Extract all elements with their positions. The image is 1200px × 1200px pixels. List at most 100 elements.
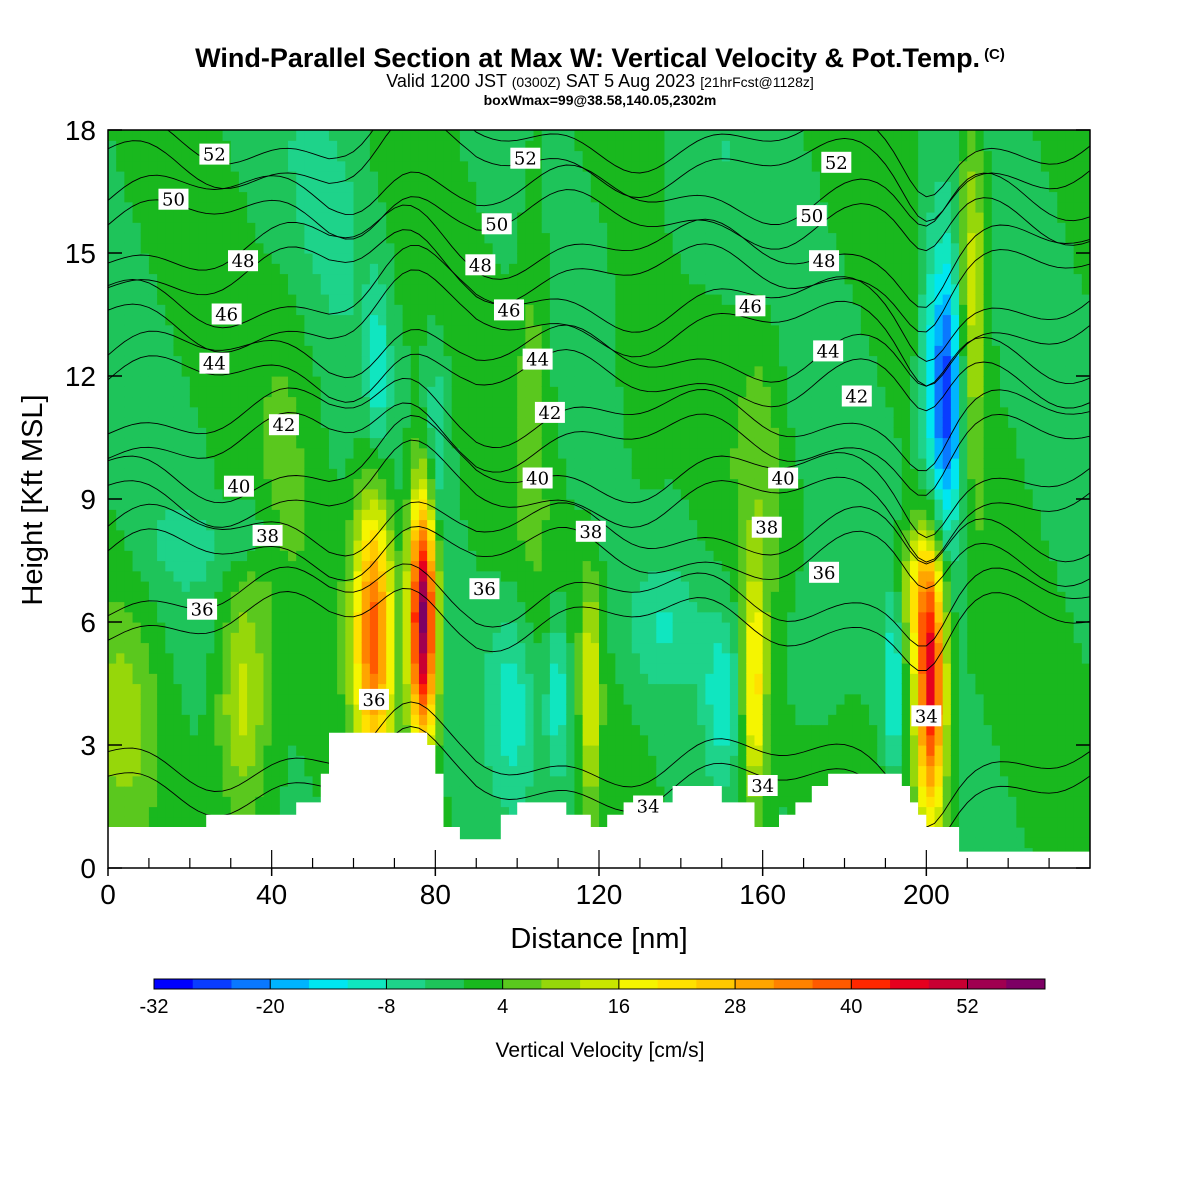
velocity-cell: [492, 601, 502, 613]
velocity-cell: [656, 171, 666, 182]
velocity-cell: [582, 232, 592, 244]
velocity-cell: [132, 427, 142, 439]
velocity-cell: [296, 324, 305, 336]
velocity-cell: [230, 386, 240, 398]
velocity-cell: [656, 488, 666, 500]
velocity-cell: [590, 406, 600, 418]
velocity-cell: [337, 663, 346, 674]
velocity-cell: [165, 386, 175, 398]
velocity-cell: [345, 468, 355, 480]
velocity-cell: [140, 294, 150, 305]
velocity-cell: [296, 376, 305, 387]
velocity-cell: [607, 714, 616, 726]
velocity-cell: [468, 191, 477, 203]
velocity-cell: [631, 130, 641, 141]
velocity-cell: [116, 304, 125, 316]
velocity-cell: [607, 632, 616, 644]
velocity-cell: [484, 201, 494, 213]
velocity-cell: [459, 683, 469, 695]
velocity-cell: [263, 263, 273, 275]
velocity-cell: [328, 140, 338, 152]
velocity-cell: [181, 417, 191, 428]
velocity-cell: [566, 294, 576, 305]
velocity-cell: [639, 171, 649, 182]
velocity-cell: [198, 417, 207, 428]
velocity-cell: [476, 683, 486, 695]
velocity-cell: [108, 704, 117, 715]
velocity-cell: [230, 130, 240, 141]
velocity-cell: [288, 386, 297, 398]
velocity-cell: [140, 550, 150, 562]
velocity-cell: [558, 560, 567, 572]
velocity-cell: [468, 212, 477, 223]
velocity-cell: [631, 283, 641, 295]
velocity-cell: [525, 253, 535, 264]
velocity-cell: [500, 160, 510, 172]
velocity-cell: [664, 437, 674, 449]
velocity-cell: [492, 376, 502, 387]
velocity-cell: [328, 181, 338, 193]
velocity-cell: [451, 786, 461, 797]
velocity-cell: [492, 488, 502, 500]
velocity-cell: [607, 642, 616, 654]
velocity-cell: [623, 232, 633, 244]
velocity-cell: [427, 652, 436, 664]
velocity-cell: [369, 130, 379, 141]
velocity-cell: [566, 806, 576, 818]
velocity-cell: [435, 283, 445, 295]
velocity-cell: [378, 191, 387, 203]
velocity-cell: [558, 775, 567, 787]
velocity-cell: [189, 693, 199, 705]
velocity-cell: [607, 283, 616, 295]
velocity-cell: [181, 581, 191, 592]
velocity-cell: [108, 171, 117, 182]
velocity-cell: [361, 201, 371, 213]
velocity-cell: [353, 365, 363, 377]
velocity-cell: [124, 140, 134, 152]
velocity-cell: [320, 529, 330, 541]
velocity-cell: [345, 222, 355, 234]
velocity-cell: [435, 376, 445, 387]
velocity-cell: [607, 693, 616, 705]
velocity-cell: [599, 755, 608, 767]
velocity-cell: [312, 201, 322, 213]
velocity-cell: [648, 632, 657, 644]
velocity-cell: [279, 160, 289, 172]
velocity-cell: [582, 560, 592, 572]
velocity-cell: [639, 365, 649, 377]
velocity-cell: [288, 488, 297, 500]
velocity-cell: [427, 468, 436, 480]
velocity-cell: [410, 396, 420, 408]
velocity-cell: [541, 242, 551, 254]
velocity-cell: [157, 283, 166, 295]
velocity-cell: [443, 130, 453, 141]
velocity-cell: [165, 140, 175, 152]
velocity-cell: [533, 601, 543, 613]
velocity-cell: [599, 591, 608, 603]
velocity-cell: [549, 201, 559, 213]
velocity-cell: [631, 242, 641, 254]
velocity-cell: [492, 693, 502, 705]
velocity-cell: [582, 488, 592, 500]
velocity-cell: [214, 673, 224, 685]
velocity-cell: [386, 550, 396, 562]
velocity-cell: [386, 714, 396, 726]
velocity-cell: [451, 816, 461, 828]
velocity-cell: [476, 324, 486, 336]
velocity-cell: [607, 201, 616, 213]
velocity-cell: [459, 478, 469, 490]
velocity-cell: [361, 386, 371, 398]
velocity-cell: [181, 570, 191, 582]
velocity-cell: [263, 652, 273, 664]
velocity-cell: [353, 406, 363, 418]
velocity-cell: [402, 263, 412, 275]
velocity-cell: [648, 181, 657, 193]
velocity-cell: [116, 488, 125, 500]
velocity-cell: [394, 365, 404, 377]
velocity-cell: [672, 652, 682, 664]
velocity-cell: [590, 704, 600, 715]
velocity-cell: [664, 581, 674, 592]
velocity-cell: [492, 447, 502, 459]
velocity-cell: [484, 704, 494, 715]
velocity-cell: [631, 365, 641, 377]
